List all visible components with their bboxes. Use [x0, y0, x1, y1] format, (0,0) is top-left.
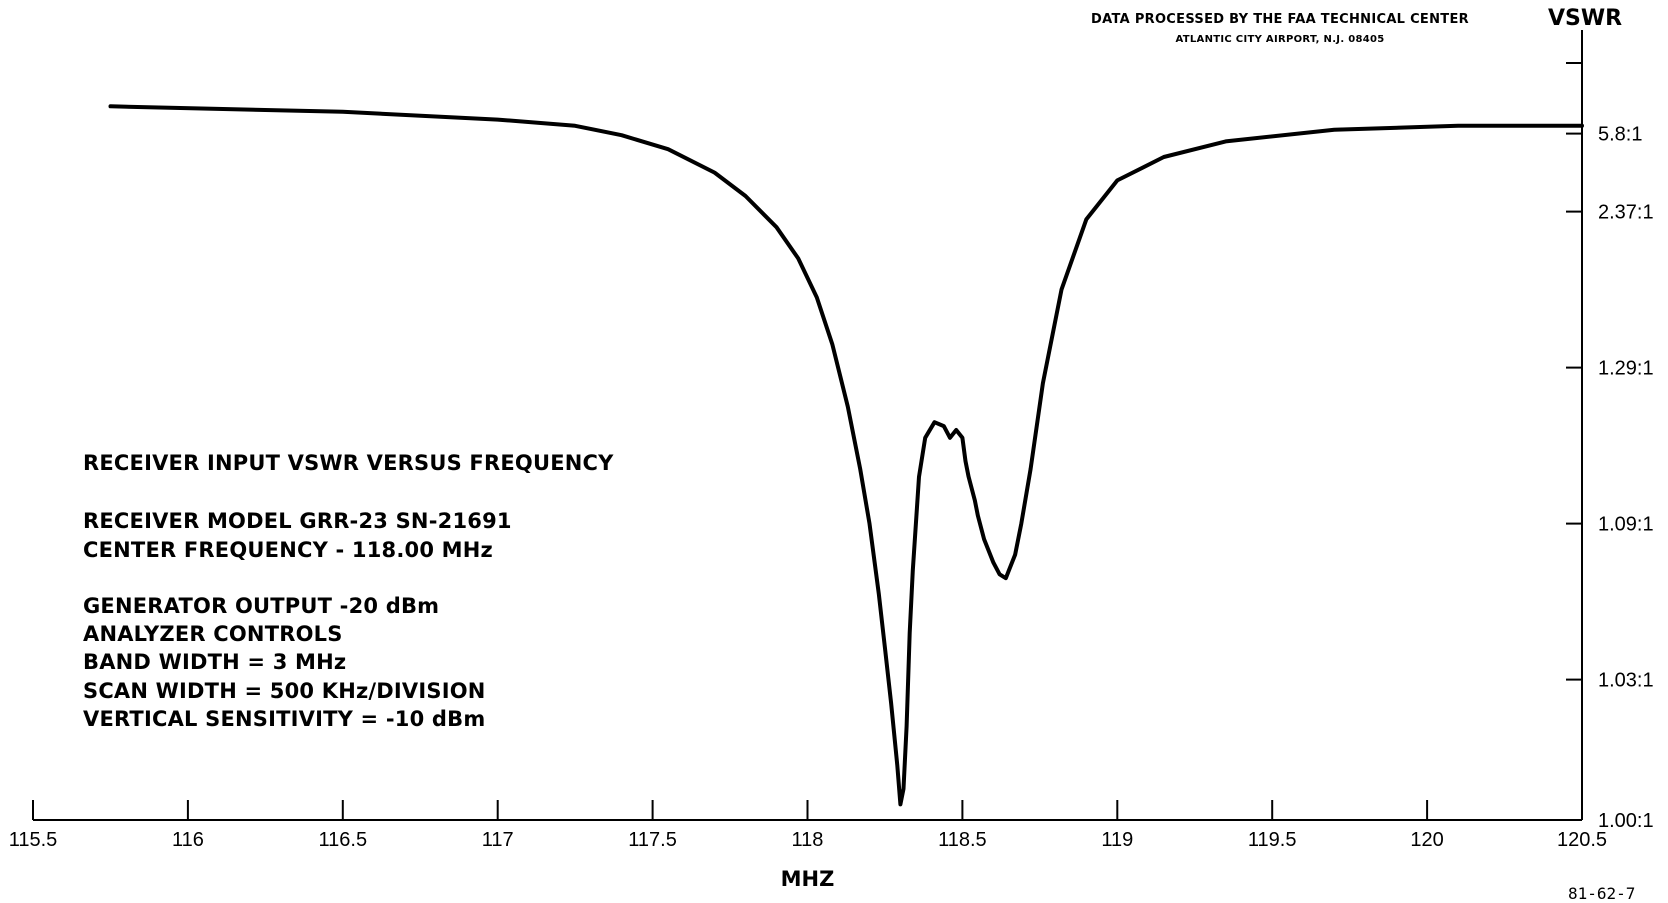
- y-tick-label: 5.8:1: [1598, 124, 1642, 146]
- vertical-sensitivity-text: VERTICAL SENSITIVITY = -10 dBm: [83, 707, 486, 731]
- x-tick-label: 118: [792, 829, 824, 851]
- scan-width-text: SCAN WIDTH = 500 KHz/DIVISION: [83, 679, 486, 703]
- x-tick-label: 118.5: [938, 829, 987, 851]
- y-tick-label: 1.00:1: [1598, 810, 1654, 832]
- x-axis-title: MHZ: [781, 867, 835, 891]
- header-line-2: ATLANTIC CITY AIRPORT, N.J. 08405: [1175, 34, 1385, 45]
- y-axis-title: VSWR: [1548, 6, 1623, 31]
- x-tick-label: 117.5: [628, 829, 677, 851]
- y-tick-label: 1.03:1: [1598, 670, 1654, 692]
- header-line-1: DATA PROCESSED BY THE FAA TECHNICAL CENT…: [1091, 12, 1469, 27]
- bandwidth-text: BAND WIDTH = 3 MHz: [83, 650, 347, 674]
- y-tick-label: 1.29:1: [1598, 358, 1654, 380]
- y-tick-label: 2.37:1: [1598, 202, 1654, 224]
- figure-code: 81-62-7: [1568, 884, 1636, 903]
- center-frequency-text: CENTER FREQUENCY - 118.00 MHz: [83, 538, 493, 562]
- y-tick-label: 1.09:1: [1598, 514, 1654, 536]
- x-tick-label: 120.5: [1557, 829, 1607, 851]
- receiver-model-text: RECEIVER MODEL GRR-23 SN-21691: [83, 509, 512, 533]
- chart-title: RECEIVER INPUT VSWR VERSUS FREQUENCY: [83, 451, 614, 475]
- x-tick-label: 116.5: [319, 829, 368, 851]
- x-tick-label: 115.5: [9, 829, 58, 851]
- analyzer-controls-text: ANALYZER CONTROLS: [83, 622, 343, 646]
- x-tick-label: 116: [172, 829, 204, 851]
- x-tick-label: 119: [1101, 829, 1133, 851]
- x-tick-label: 120: [1410, 829, 1443, 851]
- x-tick-label: 117: [482, 829, 514, 851]
- generator-output-text: GENERATOR OUTPUT -20 dBm: [83, 594, 440, 618]
- x-tick-label: 119.5: [1248, 829, 1297, 851]
- vswr-series-line: [108, 104, 1584, 807]
